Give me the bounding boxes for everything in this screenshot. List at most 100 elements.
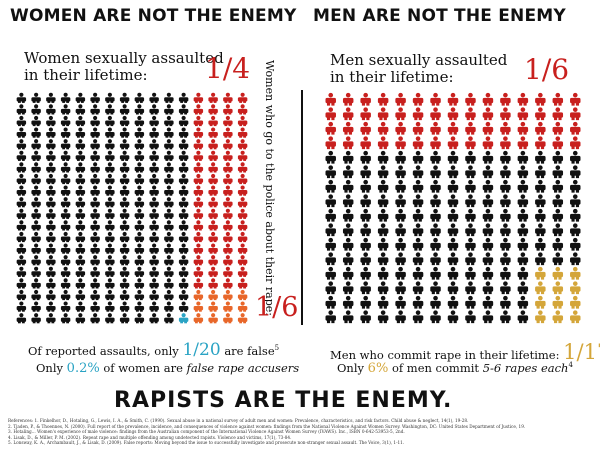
person-icon xyxy=(360,281,371,295)
person-icon xyxy=(193,104,204,115)
person-icon xyxy=(570,237,581,251)
person-icon xyxy=(16,92,27,103)
person-icon xyxy=(16,255,27,266)
person-icon xyxy=(412,266,424,280)
women-pictogram-grid xyxy=(16,92,248,324)
person-icon xyxy=(325,208,336,222)
person-icon xyxy=(90,162,100,173)
person-icon xyxy=(193,243,204,254)
person-icon xyxy=(500,266,511,280)
person-icon xyxy=(149,266,159,277)
person-icon xyxy=(447,295,459,309)
person-icon xyxy=(75,185,86,196)
person-icon xyxy=(119,139,130,150)
person-icon xyxy=(90,255,100,266)
person-icon xyxy=(31,255,41,266)
women-heading: WOMEN ARE NOT THE ENEMY xyxy=(10,6,297,26)
person-icon xyxy=(149,255,159,266)
person-icon xyxy=(342,281,354,295)
person-icon xyxy=(164,301,174,312)
person-icon xyxy=(552,150,564,164)
person-icon xyxy=(60,220,71,231)
person-icon xyxy=(342,194,354,208)
person-icon xyxy=(134,231,145,243)
person-icon xyxy=(360,136,371,150)
person-icon xyxy=(31,220,41,231)
person-icon xyxy=(164,104,174,115)
person-icon xyxy=(60,162,71,173)
reference-line: 5. Lonsway, K. A., Archambault, J., & Li… xyxy=(8,440,405,446)
person-icon xyxy=(60,185,71,196)
person-icon xyxy=(570,266,581,280)
person-icon xyxy=(134,220,145,231)
references: References: 1. Finkelhor, D., Hotaling, … xyxy=(8,418,525,446)
person-icon xyxy=(75,115,86,127)
person-icon xyxy=(412,223,424,237)
person-icon xyxy=(500,208,511,222)
person-icon xyxy=(16,243,27,254)
person-icon xyxy=(90,313,100,324)
person-icon xyxy=(149,301,159,312)
person-icon xyxy=(552,136,564,150)
person-icon xyxy=(535,310,546,324)
person-icon xyxy=(447,237,459,251)
person-icon xyxy=(237,197,248,208)
person-icon xyxy=(193,150,204,161)
person-icon xyxy=(31,104,41,115)
person-icon xyxy=(237,115,248,127)
person-icon xyxy=(412,150,424,164)
person-icon xyxy=(325,295,336,309)
person-icon xyxy=(465,92,476,106)
person-icon xyxy=(430,179,441,193)
person-icon xyxy=(134,185,145,196)
false-reports-fraction: 1/20 xyxy=(182,340,221,360)
person-icon xyxy=(16,104,27,115)
person-icon xyxy=(430,281,441,295)
person-icon xyxy=(90,173,100,185)
person-icon xyxy=(223,185,233,196)
person-icon xyxy=(208,139,218,150)
person-icon xyxy=(447,150,459,164)
reference-line: 3. Hotaling... Women's experience of mal… xyxy=(8,429,405,435)
person-icon xyxy=(31,162,41,173)
person-icon xyxy=(105,185,115,196)
person-icon xyxy=(552,252,564,266)
person-icon xyxy=(178,104,189,115)
person-icon xyxy=(360,310,371,324)
person-icon xyxy=(193,162,204,173)
person-icon xyxy=(149,150,159,161)
person-icon xyxy=(552,92,564,106)
person-icon xyxy=(105,150,115,161)
person-icon xyxy=(223,243,233,254)
person-icon xyxy=(164,255,174,266)
person-icon xyxy=(178,220,189,231)
person-icon xyxy=(223,255,233,266)
person-icon xyxy=(535,194,546,208)
person-icon xyxy=(447,179,459,193)
person-icon xyxy=(500,194,511,208)
person-icon xyxy=(46,150,56,161)
person-icon xyxy=(134,301,145,312)
person-icon xyxy=(517,281,529,295)
person-icon xyxy=(31,301,41,312)
person-icon xyxy=(46,185,56,196)
person-icon xyxy=(552,107,564,121)
person-icon xyxy=(465,165,476,179)
person-icon xyxy=(377,165,389,179)
person-icon xyxy=(570,136,581,150)
person-icon xyxy=(500,150,511,164)
person-icon xyxy=(16,197,27,208)
person-icon xyxy=(149,208,159,219)
person-icon xyxy=(465,252,476,266)
person-icon xyxy=(377,136,389,150)
person-icon xyxy=(60,127,71,138)
person-icon xyxy=(119,278,130,289)
person-icon xyxy=(164,115,174,127)
person-icon xyxy=(500,165,511,179)
person-icon xyxy=(134,115,145,127)
men-assaulted-fraction: 1/6 xyxy=(524,53,570,86)
person-icon xyxy=(178,278,189,289)
person-icon xyxy=(570,223,581,237)
person-icon xyxy=(325,107,336,121)
person-icon xyxy=(46,208,56,219)
